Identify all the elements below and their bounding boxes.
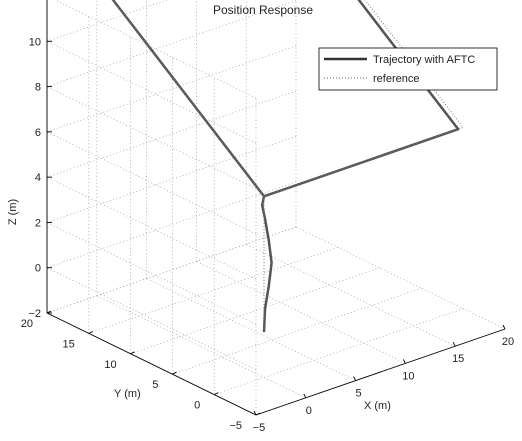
x-axis-label: X (m) (364, 400, 391, 412)
y-tick-label-1: 0 (194, 400, 200, 412)
legend-label-trajectory: Trajectory with AFTC (373, 54, 475, 66)
y-tick-label-2: 5 (152, 379, 158, 391)
y-tick-mark-2 (172, 371, 177, 375)
z-tick-label-4: 6 (35, 127, 41, 139)
y-tick-mark-3 (130, 351, 135, 355)
legend: Trajectory with AFTC reference (318, 47, 498, 91)
floor-gridline-x-4 (246, 243, 456, 347)
series-line-1 (112, 0, 464, 333)
x-tick-mark-2 (353, 376, 357, 381)
legend-box (318, 47, 498, 91)
z-tick-label-2: 2 (35, 217, 41, 229)
side-wall-gridline-z-5 (46, 86, 257, 189)
x-tick-mark-0 (253, 410, 257, 416)
z-tick-label-5: 8 (35, 82, 41, 94)
floor-gridline-x-3 (196, 261, 406, 364)
z-axis-label: Z (m) (7, 199, 19, 225)
z-tick-label-3: 4 (35, 172, 41, 184)
floor-gridline-x-5 (295, 226, 506, 330)
z-tick-label-0: −2 (28, 308, 41, 320)
x-tick-label-3: 10 (402, 370, 414, 382)
side-wall-gridline-z-4 (46, 131, 257, 235)
floor-gridline-x-1 (96, 295, 306, 399)
x-tick-mark-4 (452, 341, 456, 347)
y-tick-mark-1 (213, 392, 219, 396)
y-tick-mark-4 (88, 330, 94, 334)
side-wall-gridline-z-7 (54, 0, 257, 99)
y-tick-mark-0 (255, 412, 261, 416)
y-tick-label-3: 10 (104, 359, 116, 371)
z-tick-label-7: 12 (29, 0, 41, 3)
chart-title: Position Response (213, 3, 313, 17)
x-tick-mark-5 (502, 324, 506, 330)
floor-gridline-x-2 (146, 278, 356, 381)
side-wall-gridline-z-3 (46, 176, 257, 280)
axes (46, 0, 506, 416)
x-tick-label-2: 5 (356, 388, 362, 400)
legend-label-reference: reference (373, 73, 419, 85)
y-tick-label-5: 20 (21, 318, 33, 330)
side-wall-gridline-z-6 (46, 40, 257, 144)
x-tick-mark-3 (402, 359, 406, 364)
x-tick-label-0: −5 (253, 422, 266, 434)
x-tick-label-5: 20 (502, 336, 514, 348)
x-tick-mark-1 (303, 393, 307, 399)
side-wall-gridline-z-2 (46, 222, 257, 325)
x-tick-label-4: 15 (452, 353, 464, 365)
grid (46, 0, 506, 416)
z-tick-label-1: 0 (35, 263, 41, 275)
x-tick-label-1: 0 (306, 405, 312, 417)
y-axis-label: Y (m) (114, 388, 141, 400)
side-wall-gridline-z-1 (46, 267, 257, 371)
series (111, 0, 464, 333)
y-tick-label-4: 15 (63, 338, 75, 350)
y-axis-line (46, 312, 257, 416)
z-tick-label-6: 10 (29, 36, 41, 48)
x-axis-line (255, 328, 506, 416)
y-tick-label-0: −5 (229, 420, 242, 432)
